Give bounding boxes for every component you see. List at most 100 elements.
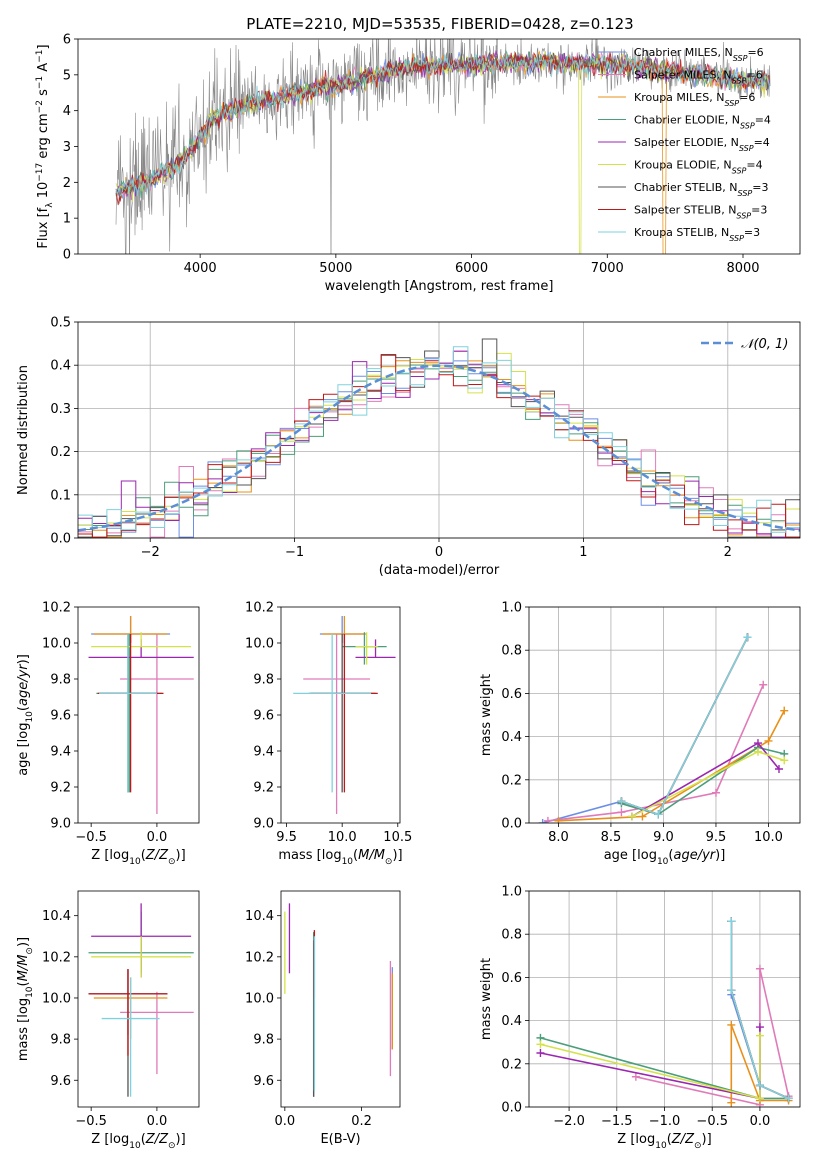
y-tick-label: 9.8	[50, 1033, 71, 1048]
mass-weight-line	[547, 684, 764, 822]
mass-weight-marker	[543, 816, 552, 823]
y-axis-label: mass weight	[479, 674, 494, 756]
x-tick-label: 8000	[726, 261, 759, 276]
legend-label: 𝒩(0, 1)	[741, 337, 788, 352]
x-tick-label: 4000	[184, 261, 217, 276]
y-tick-label: 0.4	[50, 359, 71, 374]
y-axis-label: mass [log10(M/M⊙)]	[16, 937, 35, 1061]
errorbar-point	[120, 634, 194, 814]
weight-Z-panel: −2.0 −1.5 −1.0 −0.5 0.0 0.0 0.2 0.4 0.6 0.8 1.0 Z […	[479, 885, 801, 1151]
mass-weight-marker	[654, 810, 663, 819]
y-tick-label: 9.8	[253, 673, 274, 688]
y-tick-label: 0.1	[50, 488, 71, 503]
mass-weight-marker	[631, 1072, 640, 1081]
y-tick-label: 2	[63, 176, 71, 191]
y-tick-label: 10.0	[245, 637, 274, 652]
y-tick-label: 10.0	[42, 991, 71, 1006]
mass-weight-line	[621, 636, 749, 816]
x-tick-label: −1	[285, 545, 304, 560]
x-tick-label: 0.0	[274, 1114, 295, 1129]
x-axis-label: age [log10(age/yr)]	[604, 848, 726, 867]
errorbar-point	[91, 632, 192, 648]
y-tick-label: 0.0	[50, 532, 71, 547]
errorbar-point	[88, 969, 168, 1056]
y-tick-label: 0.8	[501, 644, 522, 659]
age-Z-plot-area	[88, 616, 194, 814]
mass-weight-line	[621, 746, 785, 816]
y-tick-label: 3	[63, 140, 71, 155]
y-tick-label: 9.2	[50, 781, 71, 796]
mass-weight-marker	[755, 1081, 764, 1090]
y-tick-label: 10.0	[245, 991, 274, 1006]
spectrum-plot-area	[115, 39, 771, 254]
axes-frame	[77, 890, 200, 1108]
mass-weight-line	[540, 1027, 761, 1100]
legend-label: Kroupa STELIB, NSSP=3	[634, 226, 760, 243]
y-axis-label: Flux [fλ 10−17 erg cm−2 s−1 A−1]	[35, 44, 55, 248]
weight-age-plot-area	[538, 633, 789, 823]
y-tick-label: 9.6	[253, 1074, 274, 1089]
normal-curve	[78, 364, 800, 532]
y-tick-label: 4	[63, 104, 71, 119]
mass-weight-marker	[784, 1094, 793, 1103]
x-tick-label: 10.0	[754, 830, 783, 845]
mass-weight-marker	[759, 680, 768, 689]
errorbar-point	[355, 632, 378, 665]
x-tick-label: 5000	[319, 261, 352, 276]
y-tick-label: 10.2	[42, 601, 71, 616]
mass-weight-marker	[617, 797, 626, 806]
y-tick-label: 9.8	[50, 673, 71, 688]
y-tick-label: 10.2	[245, 601, 274, 616]
y-tick-label: 0.4	[501, 1014, 522, 1029]
y-tick-label: 1	[63, 212, 71, 227]
residuals-plot-area	[78, 338, 800, 538]
spectrum-legend: Chabrier MILES, NSSP=6 Salpeter MILES, NS…	[598, 46, 771, 243]
mass-weight-marker	[743, 633, 752, 642]
x-tick-label: 10.0	[328, 830, 357, 845]
x-tick-label: 8.5	[601, 830, 622, 845]
y-tick-label: 0.2	[501, 1057, 522, 1072]
x-tick-label: 0.0	[147, 1114, 168, 1129]
mass-weight-line	[558, 710, 785, 822]
y-tick-label: 0.6	[501, 971, 522, 986]
x-tick-label: 9.0	[653, 830, 674, 845]
x-tick-label: 8.0	[548, 830, 569, 845]
y-tick-label: 0.2	[501, 773, 522, 788]
mass-weight-line	[621, 636, 749, 816]
y-tick-label: 9.4	[253, 745, 274, 760]
mass-EBV-panel: 0.0 0.2 9.6 9.8 10.0 10.2 10.4 E(B-V)	[245, 890, 401, 1147]
x-tick-label: 10.5	[383, 830, 412, 845]
errorbar-point	[99, 634, 157, 793]
x-axis-label: wavelength [Angstrom, rest frame]	[325, 279, 554, 294]
legend-label: Chabrier STELIB, NSSP=3	[634, 181, 768, 198]
errorbar-point	[342, 632, 387, 665]
errorbar-point	[101, 977, 160, 1097]
model-spectrum-line	[115, 49, 771, 199]
mass-weight-marker	[780, 756, 789, 765]
mass-weight-marker	[764, 736, 773, 745]
x-axis-label: mass [log10(M/M⊙)]	[278, 848, 402, 867]
y-tick-label: 0.0	[501, 817, 522, 832]
x-axis-label: Z [log10(Z/Z⊙)]	[617, 1132, 711, 1151]
y-tick-label: 0	[63, 248, 71, 263]
x-tick-label: 0.2	[351, 1114, 372, 1129]
age-Z-panel: −0.5 0.0 9.0 9.2 9.4 9.6 9.8 10.0 10.2 Z [log10(Z…	[16, 601, 200, 867]
mass-weight-marker	[755, 1094, 764, 1103]
x-tick-label: −0.5	[75, 830, 107, 845]
x-tick-label: −1.0	[649, 1114, 681, 1129]
y-axis-label: age [log10(age/yr)]	[16, 654, 35, 776]
mass-weight-line	[621, 636, 749, 816]
y-tick-label: 10.2	[245, 950, 274, 965]
y-tick-label: 10.4	[42, 909, 71, 924]
mass-weight-marker	[638, 812, 647, 821]
y-tick-label: 9.0	[253, 817, 274, 832]
x-tick-label: −2	[141, 545, 160, 560]
x-tick-label: 1	[579, 545, 587, 560]
y-tick-label: 6	[63, 33, 71, 48]
legend-label: Salpeter STELIB, NSSP=3	[634, 204, 767, 221]
weight-Z-plot-area	[536, 917, 793, 1107]
model-spectrum-line	[115, 51, 771, 206]
y-tick-label: 9.6	[50, 1074, 71, 1089]
residuals-panel: −2 −1 0 1 2 0.0 0.1 0.2 0.3 0.4 0.5 (data-model)/er…	[16, 316, 801, 578]
mass-Z-panel: −0.5 0.0 9.6 9.8 10.0 10.2 10.4 Z [log10(Z/Z⊙)]…	[16, 890, 200, 1151]
